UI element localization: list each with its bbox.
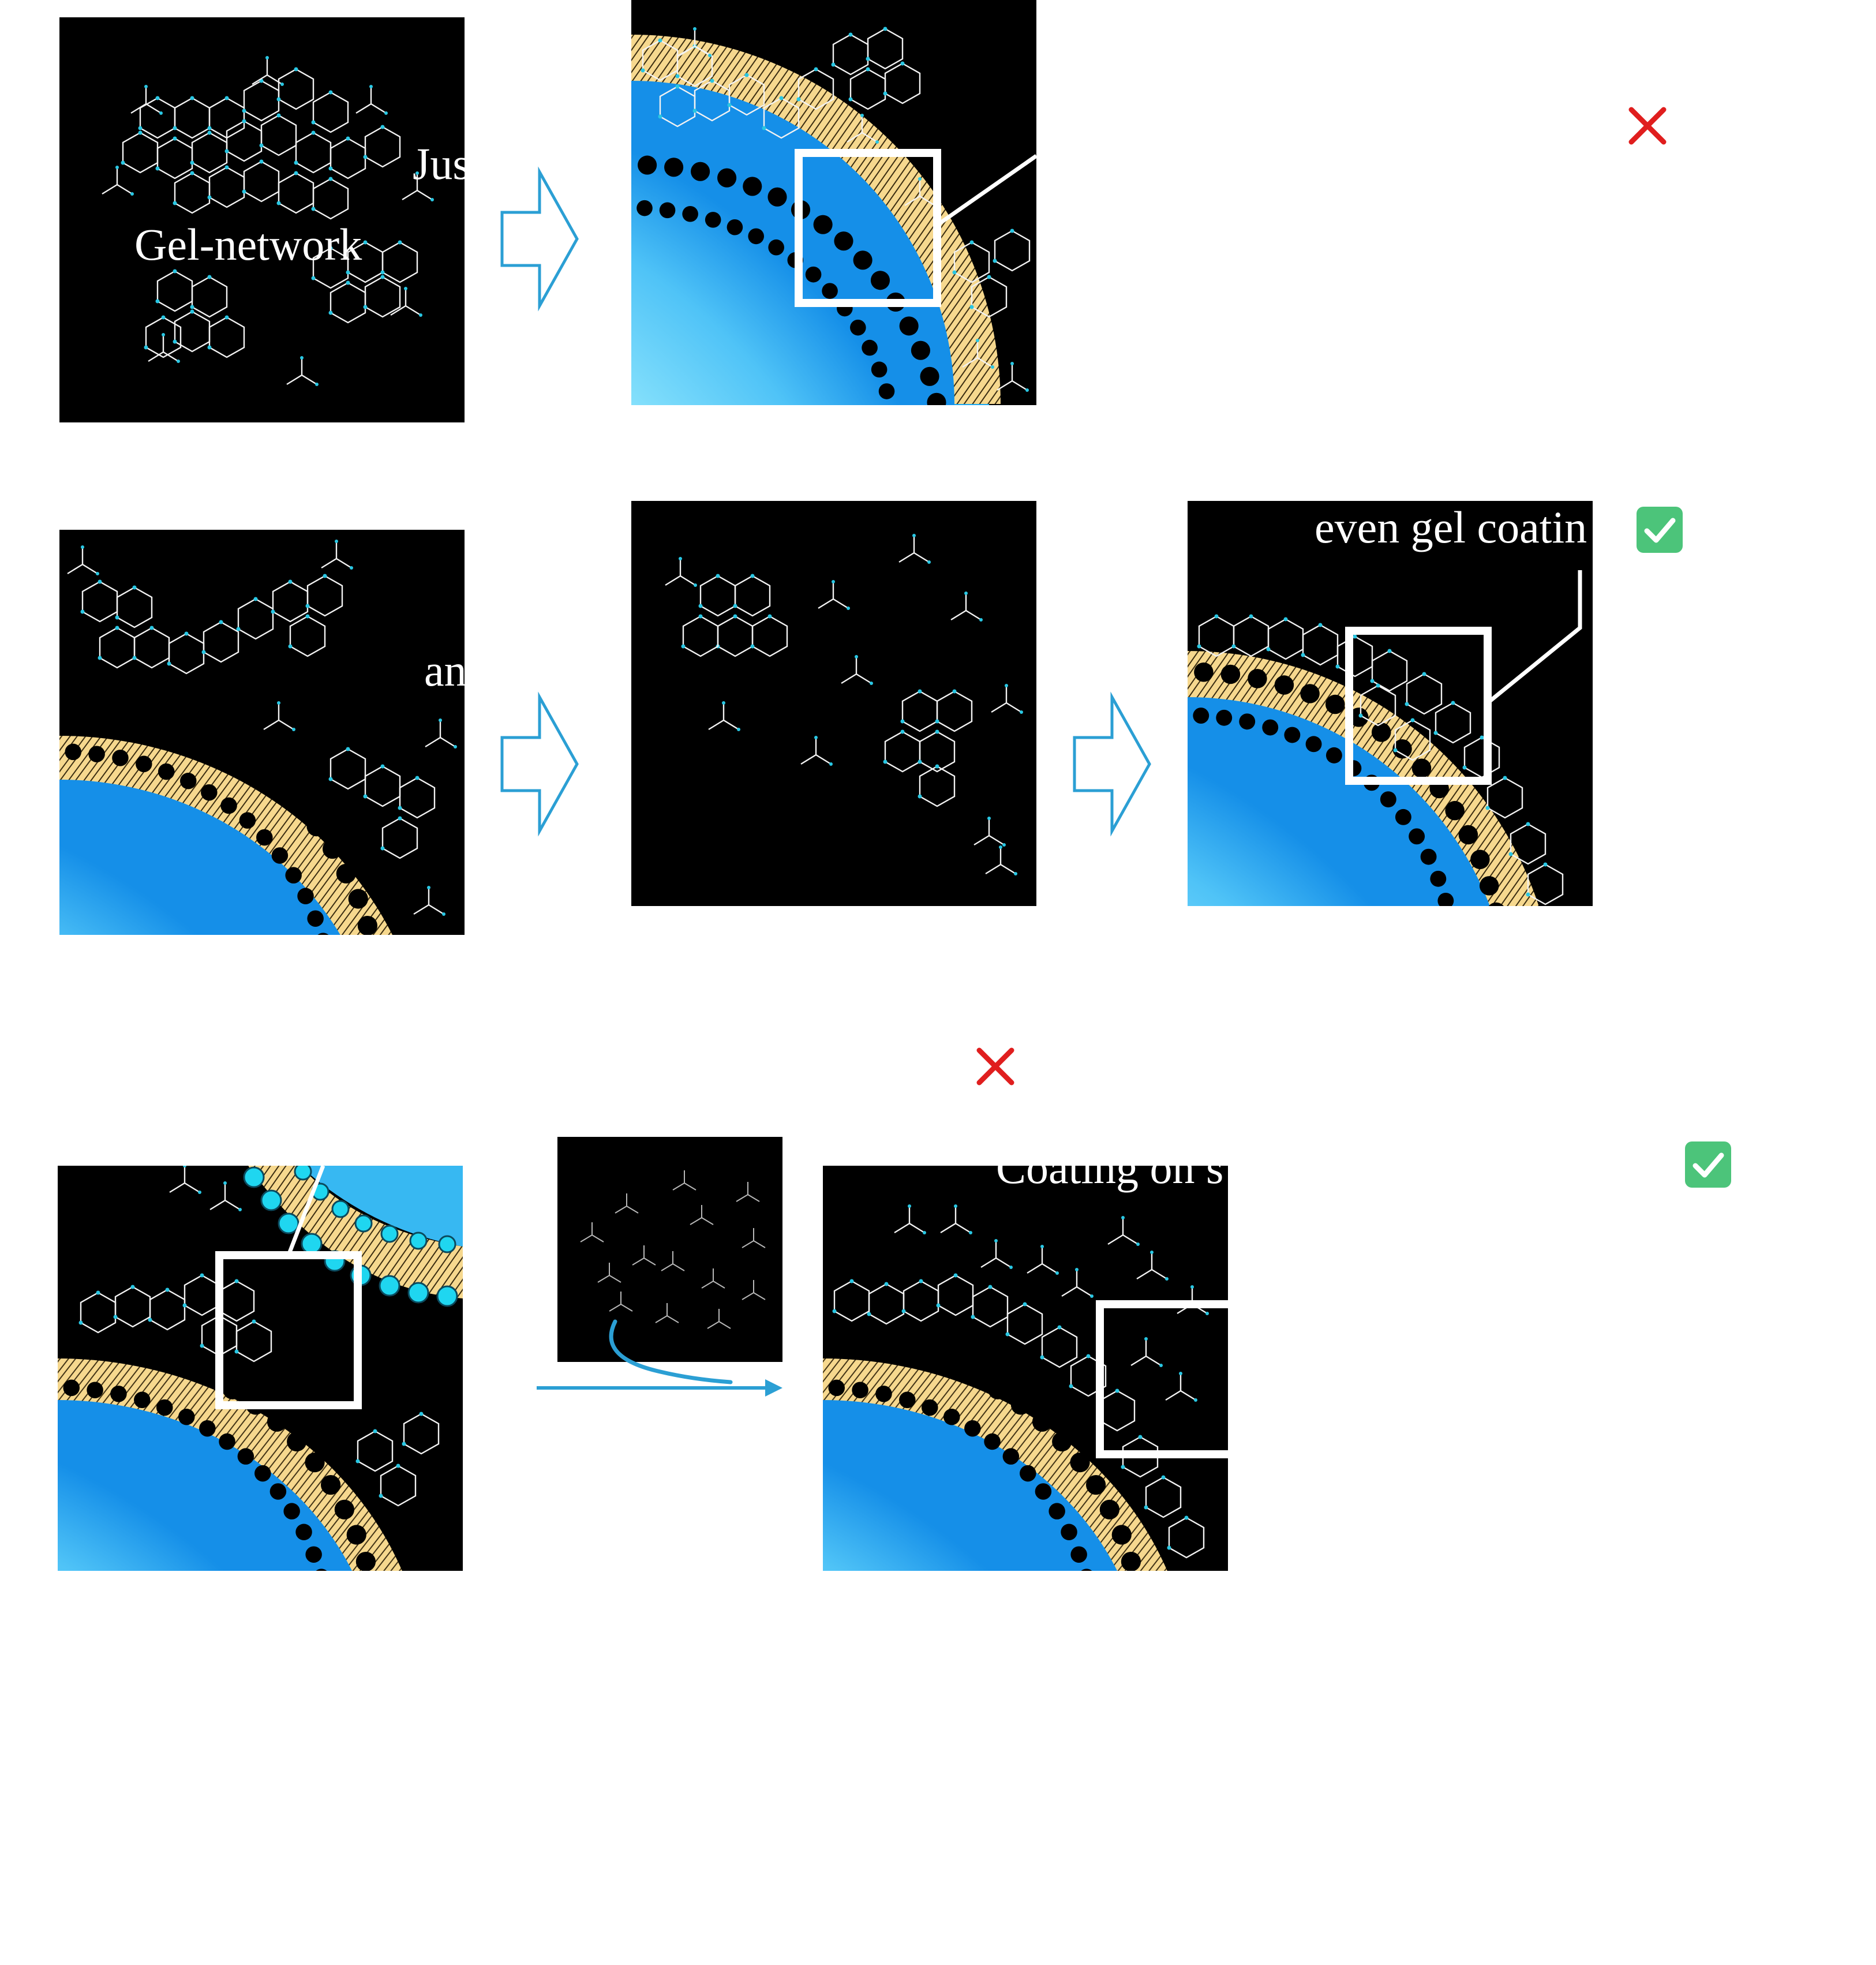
row1-callout-text: Jus [413,139,470,189]
panel-coating-on-surface: Coating on s [823,1143,1228,1571]
panel-monomer-solution [557,1137,782,1384]
zoom-box [1096,1300,1228,1458]
row2-callout-text: an [424,645,467,695]
panel-free-monomers [631,501,1036,906]
zoom-callout-line [286,1166,325,1256]
even-coating-label: even gel coatin [1315,502,1587,552]
gel-network-label: Gel-network [134,219,362,270]
straight-right-arrow-icon [537,1379,782,1397]
zoom-box [1345,627,1492,785]
panel-even-gel-coating: even gel coatin [1188,501,1593,906]
red-cross-icon [976,1047,1014,1086]
hollow-right-arrow-icon [1074,697,1149,831]
hollow-right-arrow-icon [502,172,577,306]
curved-arrow-icon [609,1319,733,1384]
panel-membrane-gel-before: an [59,530,467,935]
zoom-callout-line [1486,570,1582,705]
coating-on-label: Coating on s [996,1143,1223,1193]
green-check-icon [1637,507,1683,553]
zoom-callout-line [935,154,1036,227]
hollow-right-arrow-icon [502,697,577,831]
green-check-icon [1685,1141,1731,1188]
second-vesicle-bilayer [243,1166,463,1307]
panel-double-membrane [58,1166,463,1571]
red-cross-icon [1628,107,1667,145]
zoom-box [795,149,941,307]
panel-gel-network: Gel-network Jus [59,17,470,422]
panel-membrane-gel [631,0,1036,405]
